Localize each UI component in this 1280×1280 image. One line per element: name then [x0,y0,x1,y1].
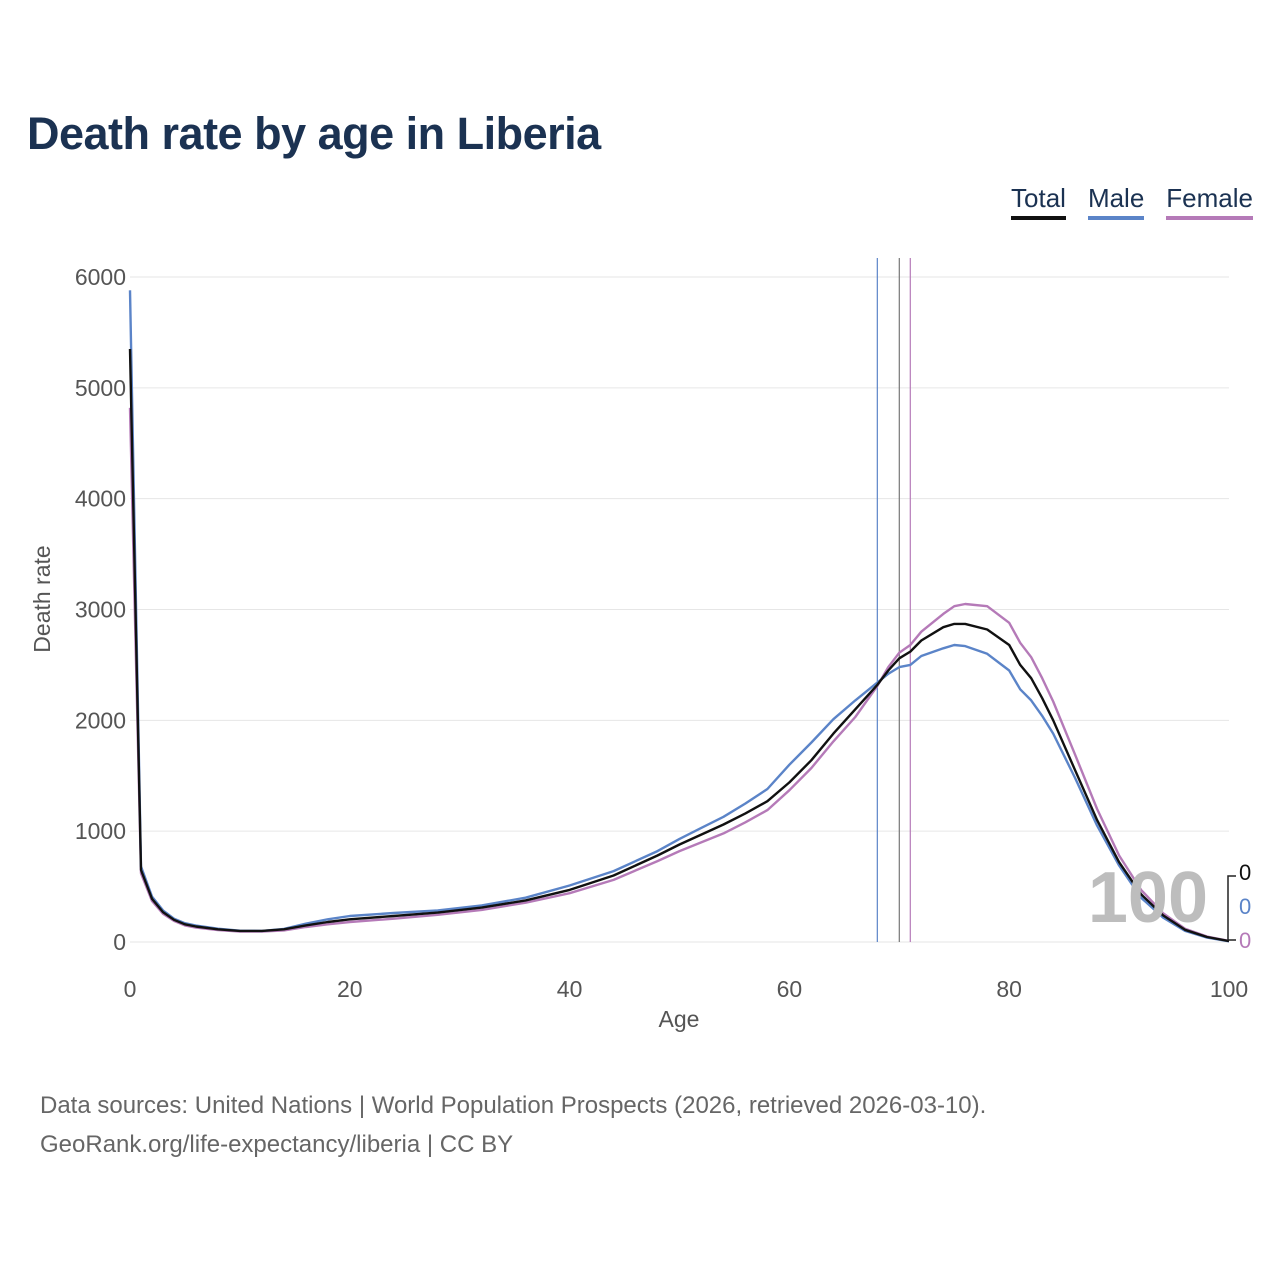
hover-value-female: 0 [1239,928,1251,953]
attribution-link[interactable]: GeoRank.org/life-expectancy/liberia | CC… [40,1131,514,1158]
y-tick-0: 0 [113,929,126,955]
legend-male[interactable]: Male [1087,183,1145,220]
footer: Data sources: United Nations | World Pop… [40,1086,986,1164]
y-axis-label: Death rate [29,545,55,652]
chart-title: Death rate by age in Liberia [27,108,601,159]
series-line-female[interactable] [128,407,1230,943]
y-tick-4000: 4000 [75,486,126,512]
x-tick-100: 100 [1210,976,1248,1002]
legend: Total Male Female [1011,183,1253,220]
x-tick-40: 40 [557,976,583,1002]
x-tick-20: 20 [337,976,363,1002]
x-tick-0: 0 [124,976,137,1002]
legend-total[interactable]: Total [1011,183,1066,220]
y-tick-2000: 2000 [75,707,126,733]
hover-bracket [1227,875,1236,941]
reference-lines [876,258,911,942]
x-tick-60: 60 [777,976,803,1002]
legend-female[interactable]: Female [1166,183,1253,220]
hover-readout: 100 0 0 0 [1088,858,1251,953]
y-tick-labels: 0 1000 2000 3000 4000 5000 6000 [75,264,126,955]
x-tick-labels: 0 20 40 60 80 100 [124,976,1249,1002]
hover-value-total: 0 [1239,860,1251,885]
y-tick-6000: 6000 [75,264,126,290]
x-tick-80: 80 [996,976,1022,1002]
series-lines [128,290,1230,943]
hover-age-label: 100 [1088,858,1208,938]
series-line-total[interactable] [128,348,1230,943]
y-tick-5000: 5000 [75,375,126,401]
y-tick-3000: 3000 [75,597,126,623]
hover-value-male: 0 [1239,894,1251,919]
x-axis-label: Age [659,1006,700,1032]
grid-lines [130,276,1229,943]
y-tick-1000: 1000 [75,818,126,844]
data-sources: Data sources: United Nations | World Pop… [40,1092,987,1119]
